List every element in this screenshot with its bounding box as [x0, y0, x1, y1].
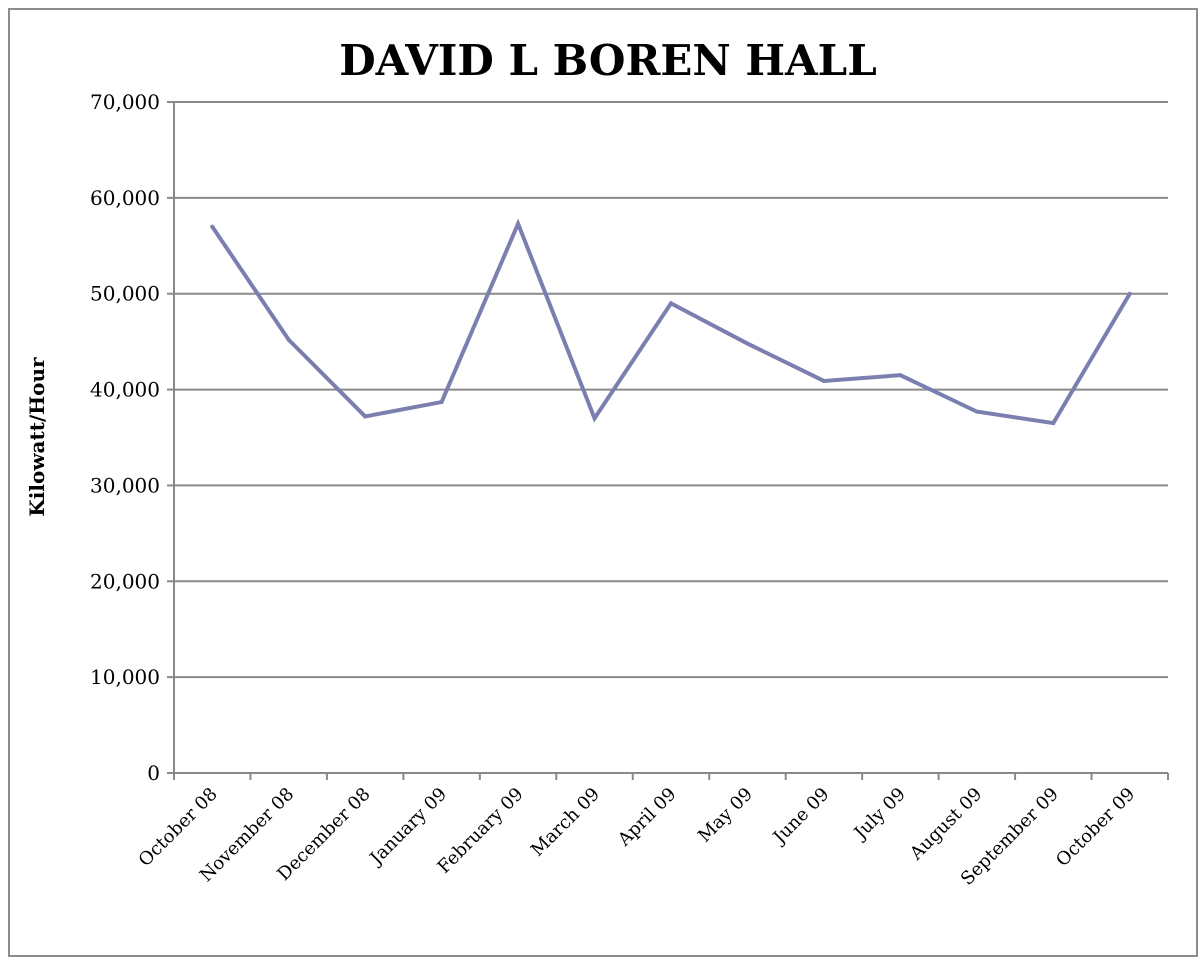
- data-point: [669, 301, 673, 306]
- data-point: [439, 400, 444, 405]
- y-tick-label: 60,000: [90, 186, 160, 210]
- data-point: [1051, 421, 1056, 426]
- y-tick-label: 50,000: [90, 282, 160, 306]
- data-point: [516, 221, 521, 226]
- data-point: [821, 378, 826, 383]
- y-tick-label: 0: [147, 761, 160, 785]
- data-point: [592, 416, 597, 421]
- series-group: [210, 218, 1132, 426]
- x-tick-label: May 09: [694, 784, 757, 847]
- y-tick-label: 30,000: [90, 473, 160, 497]
- y-tick-label: 10,000: [90, 665, 160, 689]
- data-point: [745, 341, 750, 346]
- data-point: [363, 414, 368, 419]
- x-tick-label: March 09: [527, 784, 604, 861]
- x-tick-label: June 09: [768, 784, 834, 850]
- y-tick-label: 40,000: [90, 378, 160, 402]
- y-axis-label: Kilowatt/Hour: [25, 357, 49, 517]
- x-tick-label: August 09: [905, 784, 986, 865]
- chart-frame: [8, 8, 1198, 957]
- x-tick-label: July 09: [849, 784, 910, 845]
- axes: [167, 101, 1169, 780]
- data-point: [898, 373, 903, 378]
- data-point: [210, 224, 215, 229]
- x-tick-label: October 09: [1052, 784, 1139, 871]
- data-point: [974, 409, 979, 414]
- y-tick-label: 70,000: [90, 90, 160, 114]
- y-tick-label: 20,000: [90, 569, 160, 593]
- chart-title: DAVID L BOREN HALL: [339, 36, 877, 85]
- data-point: [1127, 291, 1132, 296]
- x-tick-label: April 09: [613, 784, 680, 851]
- data-point: [286, 337, 291, 342]
- y-tick-labels: 0 10,000 20,000 30,000 40,000 50,000 60,000 70,…: [90, 90, 160, 785]
- series-line: [210, 218, 1132, 426]
- gridlines: [174, 101, 1168, 679]
